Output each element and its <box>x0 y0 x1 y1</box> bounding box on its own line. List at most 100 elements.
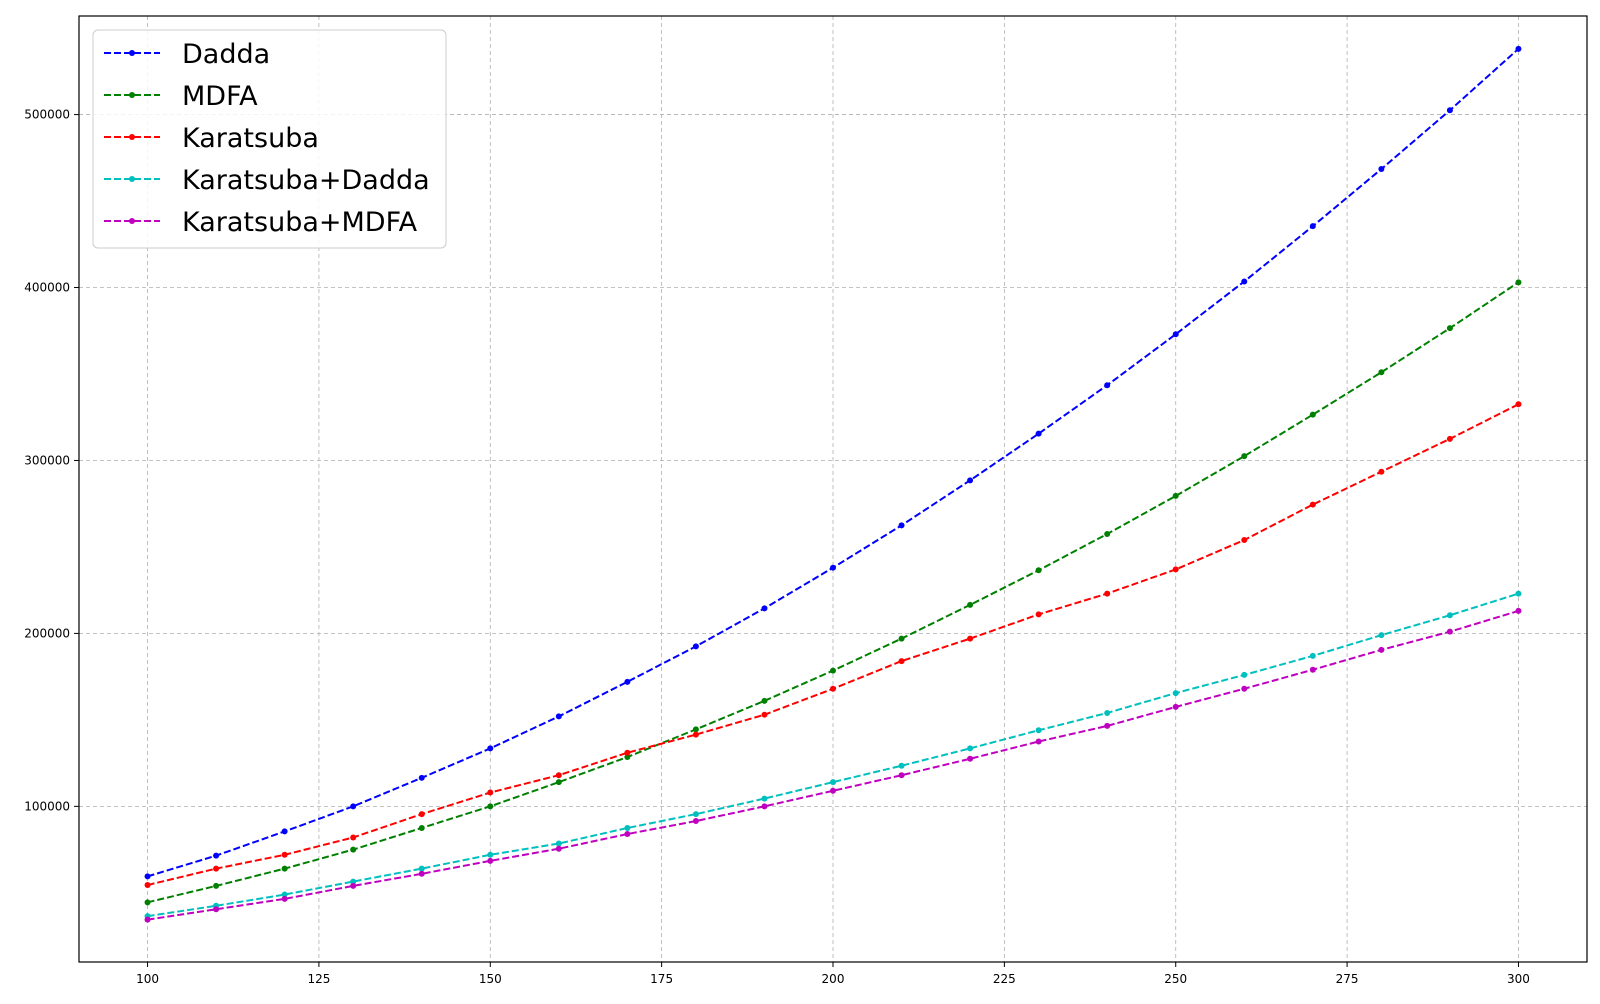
data-point <box>350 878 357 885</box>
x-tick-label: 250 <box>1164 972 1187 986</box>
data-point <box>418 824 425 831</box>
data-point <box>487 857 494 864</box>
data-point <box>555 772 562 779</box>
data-point <box>555 713 562 720</box>
data-point <box>692 731 699 738</box>
data-point <box>418 774 425 781</box>
data-point <box>624 749 631 756</box>
series-karatsuba-mdfa <box>144 607 1522 923</box>
data-point <box>1241 453 1248 460</box>
legend-label: Karatsuba+Dadda <box>182 165 430 196</box>
data-point <box>761 605 768 612</box>
data-point <box>1104 722 1111 729</box>
data-point <box>1172 492 1179 499</box>
data-point <box>144 916 151 923</box>
series-line <box>147 592 1519 918</box>
data-point <box>1309 666 1316 673</box>
x-tick-label: 275 <box>1336 972 1359 986</box>
data-point <box>487 745 494 752</box>
data-point <box>692 726 699 733</box>
x-tick-label: 125 <box>307 972 330 986</box>
data-point <box>898 772 905 779</box>
legend-label: Dadda <box>182 39 270 70</box>
legend-item: Karatsuba+MDFA <box>104 207 418 238</box>
data-point <box>761 711 768 718</box>
legend-swatch-marker <box>129 50 135 56</box>
data-point <box>830 685 836 692</box>
data-point <box>1172 331 1179 338</box>
data-point <box>350 846 357 853</box>
data-point <box>761 803 768 810</box>
legend-box <box>92 29 447 249</box>
data-point <box>1104 709 1111 716</box>
data-point <box>1172 566 1179 573</box>
data-point <box>967 755 974 762</box>
legend: Dadda MDFA Karatsuba Karatsuba+Dadda Karatsu… <box>92 29 447 249</box>
legend-item: Karatsuba+Dadda <box>104 165 430 196</box>
data-point <box>967 635 974 642</box>
y-tick-label: 100000 <box>24 799 70 813</box>
y-tick-label: 300000 <box>24 453 70 467</box>
data-point <box>1035 611 1042 618</box>
series-karatsuba <box>144 401 1522 889</box>
data-point <box>692 818 699 825</box>
series-line <box>147 609 1519 921</box>
data-point <box>281 895 288 902</box>
data-point <box>350 882 357 889</box>
data-point <box>1515 401 1522 408</box>
series-layer <box>144 45 1522 923</box>
data-point <box>418 811 425 818</box>
data-point <box>1378 632 1385 639</box>
data-point <box>624 678 631 685</box>
data-point <box>350 834 357 841</box>
data-point <box>692 643 699 650</box>
data-point <box>1446 435 1453 442</box>
data-point <box>898 635 905 642</box>
data-point <box>830 667 836 674</box>
data-point <box>281 828 288 835</box>
legend-item: Dadda <box>104 39 270 70</box>
legend-item: MDFA <box>104 81 258 112</box>
data-point <box>967 477 974 484</box>
data-point <box>418 870 425 877</box>
data-point <box>555 779 562 786</box>
x-tick-label: 100 <box>136 972 159 986</box>
data-point <box>1378 369 1385 376</box>
data-point <box>761 697 768 704</box>
data-point <box>1172 690 1179 697</box>
y-tick-label: 200000 <box>24 626 70 640</box>
data-point <box>1104 530 1111 537</box>
data-point <box>1035 430 1042 437</box>
data-point <box>1035 727 1042 734</box>
series-line <box>147 403 1519 887</box>
data-point <box>418 865 425 872</box>
data-point <box>1446 107 1453 114</box>
y-tick-label: 400000 <box>24 281 70 295</box>
data-point <box>1241 671 1248 678</box>
x-tick-label: 150 <box>479 972 502 986</box>
data-point <box>1104 382 1111 389</box>
data-point <box>1515 45 1522 52</box>
data-point <box>281 851 288 858</box>
data-point <box>761 795 768 802</box>
x-tick-label: 200 <box>822 972 845 986</box>
data-point <box>624 754 631 761</box>
data-point <box>1378 468 1385 475</box>
data-point <box>1035 567 1042 574</box>
data-point <box>1309 411 1316 418</box>
legend-swatch-marker <box>129 218 135 224</box>
legend-label: Karatsuba <box>182 123 319 154</box>
data-point <box>1309 501 1316 508</box>
data-point <box>281 891 288 898</box>
data-point <box>1035 738 1042 745</box>
legend-swatch-marker <box>129 92 135 98</box>
x-tick-label: 300 <box>1507 972 1530 986</box>
data-point <box>967 745 974 752</box>
data-point <box>1172 703 1179 710</box>
data-point <box>898 522 905 529</box>
data-point <box>967 601 974 608</box>
data-point <box>1378 646 1385 653</box>
data-point <box>624 831 631 838</box>
legend-label: MDFA <box>182 81 258 112</box>
